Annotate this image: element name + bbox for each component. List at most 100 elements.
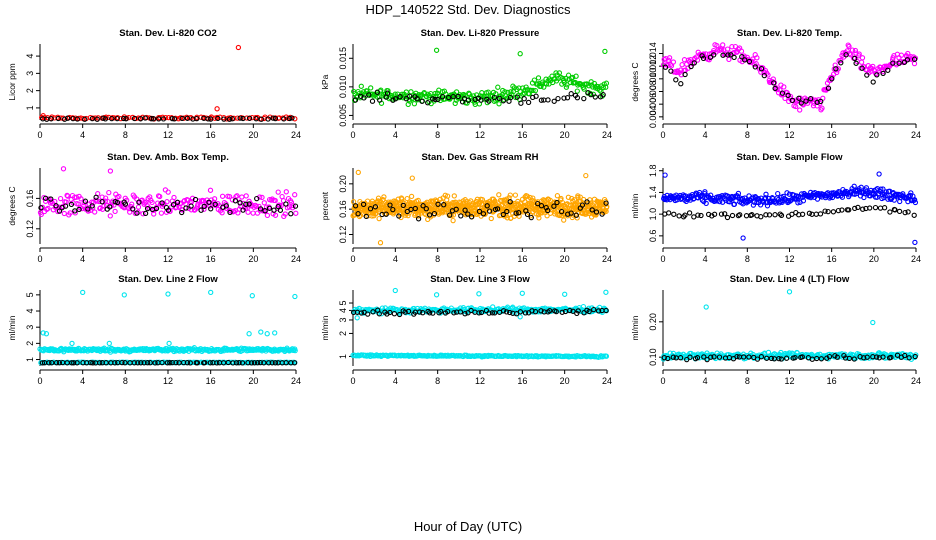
data-point <box>390 206 396 213</box>
data-point <box>419 98 425 104</box>
data-point <box>503 309 510 315</box>
data-point <box>478 97 484 103</box>
data-point <box>912 239 918 246</box>
data-point <box>281 116 287 122</box>
data-point <box>488 215 494 222</box>
data-point <box>538 97 545 103</box>
data-point <box>874 72 880 78</box>
data-point <box>114 199 121 206</box>
data-point <box>157 193 163 200</box>
data-point <box>595 308 602 314</box>
series-all-data <box>39 44 298 122</box>
data-point <box>911 212 917 218</box>
data-point <box>158 210 165 216</box>
data-point <box>236 360 242 366</box>
data-point <box>465 97 472 103</box>
data-point <box>524 211 531 218</box>
data-point <box>907 192 914 199</box>
data-point <box>90 360 96 366</box>
data-point <box>49 360 55 366</box>
data-point <box>246 201 252 207</box>
data-point <box>171 116 178 122</box>
data-point <box>114 115 120 122</box>
data-point <box>782 95 788 102</box>
data-point <box>259 194 265 201</box>
data-point <box>116 193 122 200</box>
data-point <box>109 115 115 122</box>
series-band-high <box>37 289 298 355</box>
x-tick-label: 20 <box>560 130 570 140</box>
data-point <box>214 106 220 112</box>
data-point <box>280 115 286 121</box>
y-tick-label: 0.010 <box>648 68 658 91</box>
data-point <box>545 207 551 214</box>
data-point <box>461 200 467 206</box>
data-point <box>171 194 177 201</box>
data-point <box>603 289 609 295</box>
data-point <box>521 96 527 102</box>
data-point <box>818 98 824 105</box>
data-point <box>907 56 913 62</box>
data-point <box>775 190 781 197</box>
data-point <box>746 58 753 65</box>
data-point <box>179 115 185 122</box>
data-point <box>512 192 519 198</box>
data-point <box>234 193 240 199</box>
data-point <box>288 211 294 217</box>
data-point <box>53 203 59 209</box>
y-tick-label: 5 <box>25 292 35 297</box>
y-tick-label: 0.015 <box>338 47 348 70</box>
series-reference <box>352 199 609 222</box>
data-point <box>412 205 418 212</box>
data-point <box>402 309 408 315</box>
x-tick-label: 0 <box>660 130 665 140</box>
data-point <box>593 209 600 215</box>
data-point <box>858 59 865 65</box>
data-point <box>877 205 884 211</box>
data-point <box>911 56 918 62</box>
x-tick-label: 20 <box>560 376 570 386</box>
series-all-data <box>660 289 919 362</box>
data-point <box>201 347 207 353</box>
data-point <box>264 331 270 337</box>
data-point <box>518 100 524 106</box>
data-point <box>559 309 565 315</box>
data-point <box>219 193 226 199</box>
data-point <box>688 63 694 70</box>
data-point <box>570 308 576 314</box>
data-point <box>668 68 674 74</box>
data-points <box>660 42 919 113</box>
x-tick-label: 24 <box>602 376 612 386</box>
data-point <box>107 204 113 210</box>
data-point <box>864 72 870 78</box>
data-point <box>439 94 446 100</box>
data-point <box>819 105 825 111</box>
data-point <box>106 189 112 196</box>
data-point <box>468 214 475 220</box>
data-point <box>56 208 63 214</box>
data-point <box>350 199 357 205</box>
data-point <box>731 54 737 61</box>
data-point <box>603 353 610 359</box>
data-point <box>813 211 819 217</box>
data-point <box>420 203 426 209</box>
data-point <box>214 114 220 121</box>
data-point <box>573 212 579 218</box>
data-point <box>272 330 278 336</box>
data-point <box>251 360 258 366</box>
data-point <box>141 360 147 366</box>
data-point <box>134 210 140 216</box>
data-point <box>166 340 172 347</box>
data-point <box>237 200 243 206</box>
data-point <box>898 52 905 58</box>
data-point <box>376 215 382 222</box>
data-point <box>793 103 799 110</box>
data-point <box>749 212 755 218</box>
x-tick-label: 12 <box>784 130 794 140</box>
data-points <box>350 169 610 246</box>
data-point <box>462 207 468 213</box>
data-point <box>741 354 747 360</box>
data-point <box>122 360 128 366</box>
panel-ylabel: ml/min <box>7 315 17 340</box>
